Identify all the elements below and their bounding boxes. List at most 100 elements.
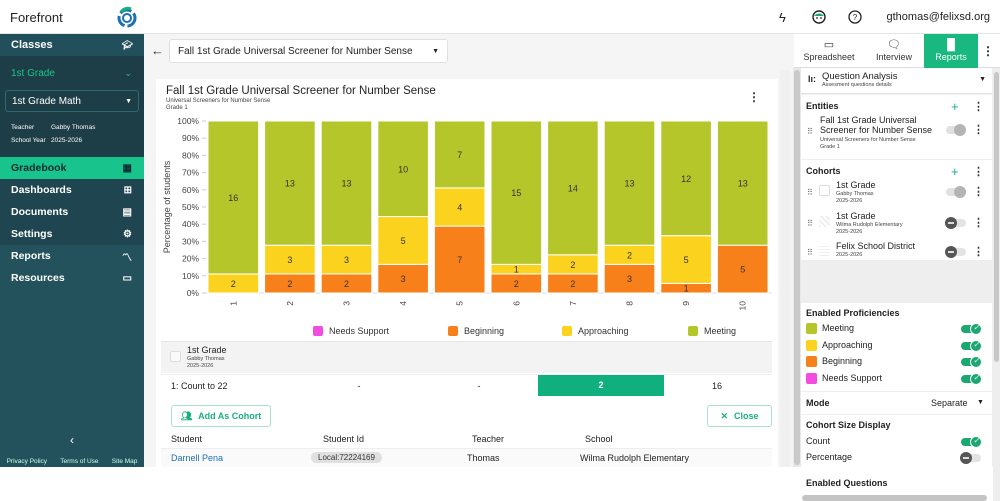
- legend-item-meeting[interactable]: Meeting: [688, 326, 736, 336]
- x-tick-label: 8: [625, 301, 635, 306]
- bar-segment: [603, 120, 656, 246]
- sidebar-item-settings[interactable]: Settings ⚙: [0, 223, 144, 245]
- card-menu-kebab-icon[interactable]: ⋮: [748, 90, 760, 104]
- beginning-toggle[interactable]: [961, 356, 982, 368]
- drag-handle-icon[interactable]: ⠿: [807, 127, 813, 136]
- assessment-select[interactable]: Fall 1st Grade Universal Screener for Nu…: [169, 39, 448, 63]
- cell-meeting[interactable]: 16: [711, 381, 722, 391]
- svg-text:?: ?: [852, 13, 857, 22]
- legend-item-needs-support[interactable]: Needs Support: [313, 326, 389, 336]
- logo-icon[interactable]: [116, 6, 138, 28]
- col-student[interactable]: Student: [171, 434, 203, 444]
- privacy-policy-link[interactable]: Privacy Policy: [6, 457, 48, 465]
- enabled-questions-heading: Enabled Questions: [806, 478, 888, 488]
- drag-handle-icon[interactable]: ⠿: [807, 248, 813, 257]
- analysis-icon: lı:: [808, 74, 816, 84]
- x-tick-label: 10: [738, 301, 748, 311]
- col-teacher[interactable]: Teacher: [472, 434, 505, 444]
- drag-handle-icon[interactable]: ⠿: [807, 219, 813, 228]
- bar-segment: [377, 120, 429, 218]
- cohorts-kebab-icon[interactable]: ⋮: [973, 166, 984, 178]
- collapse-sidebar-button[interactable]: ‹: [0, 429, 144, 451]
- legend-label: Needs Support: [329, 326, 390, 336]
- count-toggle[interactable]: [961, 436, 982, 448]
- lightning-icon[interactable]: ϟ: [779, 9, 786, 25]
- user-email[interactable]: gthomas@felixsd.org: [886, 11, 991, 23]
- sidebar-item-reports[interactable]: Reports 〽: [0, 245, 144, 267]
- caret-down-icon[interactable]: ▼: [977, 399, 984, 406]
- data-label: 3: [627, 274, 632, 284]
- student-link[interactable]: Darnell Pena: [171, 453, 224, 463]
- percentage-toggle[interactable]: [960, 452, 981, 464]
- add-as-cohort-button[interactable]: 👥︎ Add As Cohort: [171, 405, 271, 427]
- grade-label: 1st Grade: [11, 67, 55, 79]
- cell-beginning[interactable]: -: [477, 381, 481, 391]
- main-scrollbar[interactable]: [780, 70, 790, 467]
- cohort-subtitle: 2025-2026: [836, 252, 862, 259]
- cohort-checkbox[interactable]: [170, 351, 181, 362]
- more-options-kebab-icon[interactable]: ⋮: [982, 44, 994, 58]
- x-tick-label: 6: [511, 301, 521, 306]
- entity-toggle[interactable]: [946, 124, 966, 136]
- tab-reports[interactable]: ▐▌ Reports: [924, 34, 978, 68]
- main-vertical-scrollbar[interactable]: [793, 68, 801, 467]
- close-button[interactable]: ✕ Close: [707, 405, 772, 427]
- sidebar-item-resources[interactable]: Resources ▭: [0, 267, 144, 289]
- stacked-bar-chart: Percentage of students 0% 10% 20% 30% 40% 50% 6…: [162, 116, 772, 311]
- cell-approaching-selected[interactable]: 2: [538, 375, 664, 396]
- data-label: 4: [457, 203, 462, 213]
- enabled-questions-section: Enabled Questions: [801, 470, 992, 494]
- cohort-kebab-icon[interactable]: ⋮: [973, 186, 984, 198]
- col-school[interactable]: School: [585, 434, 613, 444]
- needs-support-toggle[interactable]: [961, 373, 982, 385]
- legend-item-beginning[interactable]: Beginning: [448, 326, 504, 336]
- data-label: 13: [285, 179, 295, 189]
- legend-item-approaching[interactable]: Approaching: [562, 326, 629, 336]
- add-entity-plus-icon[interactable]: +: [951, 99, 959, 114]
- meeting-swatch: [806, 323, 817, 334]
- col-student-id[interactable]: Student Id: [323, 434, 365, 444]
- add-cohort-plus-icon[interactable]: +: [951, 164, 959, 179]
- entity-kebab-icon[interactable]: ⋮: [973, 124, 984, 136]
- cohort-swatch-blank: [819, 185, 830, 196]
- cohort-toggle[interactable]: [946, 186, 966, 198]
- help-icon[interactable]: ?: [847, 9, 863, 25]
- terms-link[interactable]: Terms of Use: [60, 457, 99, 465]
- cohort-size-heading: Cohort Size Display: [806, 420, 891, 430]
- back-arrow-icon[interactable]: ←: [151, 43, 164, 58]
- entities-kebab-icon[interactable]: ⋮: [973, 101, 984, 113]
- data-label: 2: [570, 260, 575, 270]
- data-label: 2: [570, 279, 575, 289]
- sidebar-item-gradebook[interactable]: Gradebook ▦: [0, 157, 144, 179]
- cohort-toggle[interactable]: [945, 246, 966, 258]
- cohort-kebab-icon[interactable]: ⋮: [973, 246, 984, 258]
- cohort-toggle[interactable]: [945, 217, 966, 229]
- legend-label: Approaching: [578, 326, 629, 336]
- question-row[interactable]: 1: Count to 22 - - 2 16: [161, 374, 772, 396]
- sidebar-item-dashboards[interactable]: Dashboards ⊞: [0, 179, 144, 201]
- report-type-select[interactable]: lı: Question Analysis Assesment question…: [801, 68, 992, 94]
- cell-needs-support[interactable]: -: [357, 381, 361, 391]
- cohort-title: 1st Grade: [836, 211, 876, 221]
- mode-select[interactable]: Separate: [931, 398, 968, 408]
- x-tick-label: 2: [285, 301, 295, 306]
- bar-segment: [547, 120, 599, 256]
- mascot-icon[interactable]: [811, 9, 827, 25]
- approaching-toggle[interactable]: [961, 340, 982, 352]
- sidebar-item-documents[interactable]: Documents ▤: [0, 201, 144, 223]
- tab-interview[interactable]: 🗨︎ Interview: [864, 34, 924, 68]
- bar-segment: [660, 120, 712, 237]
- right-panel-vertical-scrollbar[interactable]: [993, 68, 1000, 501]
- cohort-kebab-icon[interactable]: ⋮: [973, 217, 984, 229]
- classes-header[interactable]: Classes 🎓︎: [0, 34, 144, 56]
- drag-handle-icon[interactable]: ⠿: [807, 188, 813, 197]
- report-title: Fall 1st Grade Universal Screener for Nu…: [166, 85, 436, 97]
- grade-selector[interactable]: 1st Grade ⌄: [0, 56, 144, 90]
- right-panel-horizontal-scrollbar[interactable]: [802, 495, 987, 501]
- meeting-toggle[interactable]: [961, 323, 982, 335]
- cohort-swatch-grid: [819, 245, 830, 256]
- class-select[interactable]: 1st Grade Math ▼: [5, 90, 139, 112]
- site-map-link[interactable]: Site Map: [111, 457, 138, 465]
- tab-spreadsheet[interactable]: ▭ Spreadsheet: [794, 34, 864, 68]
- sidebar-item-label: Reports: [11, 250, 51, 262]
